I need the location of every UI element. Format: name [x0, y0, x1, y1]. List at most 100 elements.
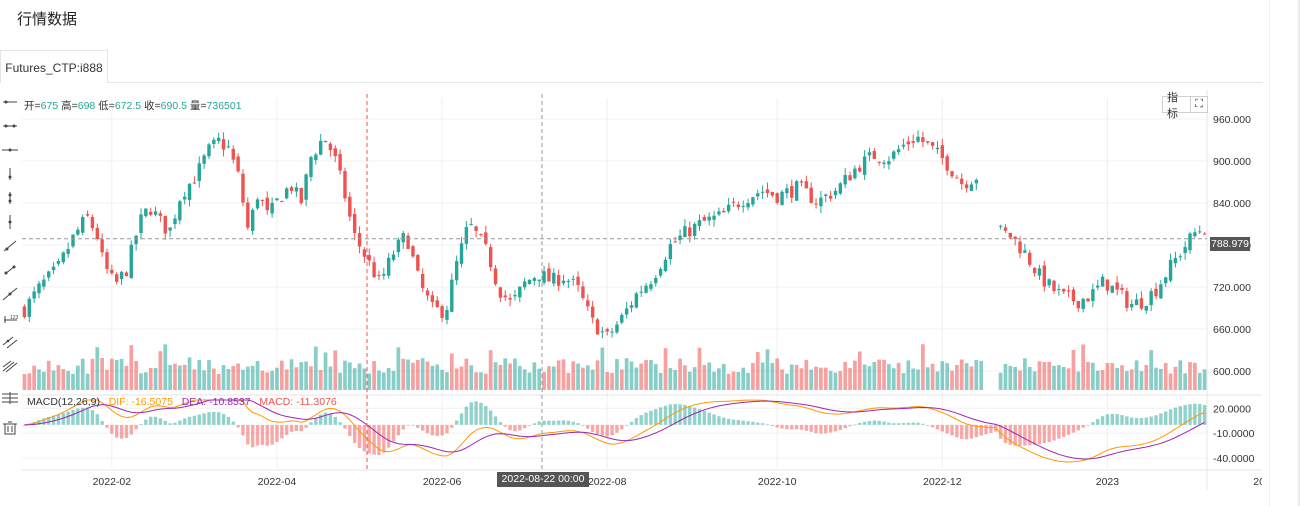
macd-histogram-bar	[362, 424, 367, 452]
volume-bar	[1178, 360, 1183, 390]
volume-bar	[867, 366, 872, 390]
parallel-channel-icon[interactable]	[2, 335, 18, 349]
macd-histogram-bar	[1120, 415, 1124, 425]
candle-body	[265, 197, 269, 211]
fibonacci-icon[interactable]	[2, 359, 18, 373]
candle-body	[1076, 300, 1081, 309]
candle-body	[22, 306, 27, 318]
candle-body	[571, 278, 575, 280]
candle-body	[712, 215, 716, 220]
volume-bar	[974, 359, 979, 390]
volume-bar	[207, 360, 211, 390]
macd-histogram-bar	[1008, 424, 1013, 445]
macd-histogram-bar	[576, 423, 580, 425]
segment-icon[interactable]	[2, 263, 18, 277]
volume-bar	[785, 373, 789, 390]
vertical-segment-icon[interactable]	[2, 191, 18, 205]
macd-histogram-bar	[61, 413, 65, 425]
ray-icon[interactable]	[2, 239, 18, 253]
volume-bar	[1197, 372, 1202, 390]
volume-bar	[391, 370, 396, 390]
macd-histogram-bar	[100, 421, 104, 425]
macd-histogram-bar	[979, 424, 983, 436]
tab-futures-ctp[interactable]: Futures_CTP:i888	[0, 50, 108, 83]
vertical-ray-icon[interactable]	[2, 167, 18, 181]
volume-bar	[809, 369, 814, 390]
volume-bar	[658, 372, 663, 390]
volume-bar	[1052, 365, 1056, 390]
candlestick-chart[interactable]: 600.000660.000720.000780.000840.000900.0…	[0, 90, 1262, 490]
straight-line-icon[interactable]	[2, 287, 18, 301]
fullscreen-icon[interactable]: ⛶	[1195, 98, 1203, 110]
macd-histogram-bar	[712, 414, 716, 425]
time-tick-label: 2022-06	[423, 476, 462, 488]
macd-histogram-bar	[940, 424, 945, 432]
candle-body	[1032, 268, 1037, 274]
macd-legend: MACD(12,26,9) DIF: -16.5075 DEA: -10.853…	[27, 396, 337, 408]
candle-body	[1110, 285, 1114, 293]
volume-bar	[396, 347, 401, 390]
macd-histogram-bar	[459, 413, 464, 425]
price-tick-label: 960.000	[1213, 114, 1251, 126]
candle-body	[586, 300, 590, 307]
candle-body	[440, 306, 444, 318]
volume-bar	[42, 371, 46, 390]
macd-histogram-bar	[537, 421, 541, 425]
price-line-icon[interactable]: 123	[2, 311, 19, 325]
volume-bar	[857, 351, 862, 390]
volume-bar	[425, 361, 430, 390]
candle-body	[450, 279, 454, 312]
price-channel-icon[interactable]	[2, 391, 18, 405]
candle-body	[27, 298, 31, 317]
horizontal-ray-icon[interactable]	[2, 95, 18, 109]
volume-bar	[362, 368, 367, 390]
candle-body	[1125, 291, 1129, 308]
candle-body	[872, 151, 877, 159]
volume-bar	[581, 367, 585, 390]
indicator-button[interactable]: 指标	[1167, 91, 1178, 120]
candle-body	[668, 244, 673, 260]
candle-body	[1198, 231, 1202, 233]
candle-body	[236, 156, 240, 172]
macd-histogram-bar	[911, 422, 915, 425]
volume-bar	[950, 370, 954, 390]
vertical-scrollbar[interactable]	[1269, 0, 1300, 506]
macd-histogram-bar	[508, 424, 512, 431]
volume-bar	[673, 370, 678, 390]
candle-body	[1091, 289, 1095, 302]
macd-histogram-bar	[624, 424, 629, 426]
macd-histogram-bar	[1130, 417, 1134, 425]
candle-body	[168, 227, 172, 231]
volume-bar	[493, 362, 498, 390]
horizontal-extended-icon[interactable]	[2, 143, 18, 157]
candle-body	[391, 254, 396, 260]
macd-histogram-bar	[1178, 406, 1182, 425]
volume-bar	[998, 372, 1003, 390]
vertical-line-icon[interactable]	[2, 215, 18, 229]
volume-bar	[449, 353, 454, 390]
candle-body	[275, 198, 279, 201]
candle-body	[819, 197, 823, 207]
volume-bar	[440, 369, 444, 390]
horizontal-line-icon[interactable]	[2, 119, 18, 133]
volume-bar	[1086, 361, 1090, 390]
volume-bar	[746, 372, 750, 390]
scrollbar-thumb[interactable]	[1298, 0, 1300, 506]
volume-bar	[367, 373, 372, 390]
volume-bar	[411, 362, 415, 390]
volume-bar	[430, 365, 435, 390]
candle-body	[552, 272, 556, 284]
volume-bar	[464, 358, 469, 390]
delete-icon[interactable]	[2, 421, 18, 437]
volume-bar	[683, 365, 687, 390]
macd-histogram-bar	[216, 412, 221, 425]
macd-histogram-bar	[581, 424, 585, 426]
candle-body	[935, 147, 940, 150]
candle-body	[610, 331, 614, 333]
macd-histogram-bar	[1100, 416, 1105, 425]
candle-body	[221, 139, 226, 150]
macd-histogram-bar	[1188, 404, 1192, 425]
macd-tick-label: 20.0000	[1213, 403, 1251, 415]
volume-bar	[639, 363, 644, 390]
candle-body	[809, 187, 813, 203]
